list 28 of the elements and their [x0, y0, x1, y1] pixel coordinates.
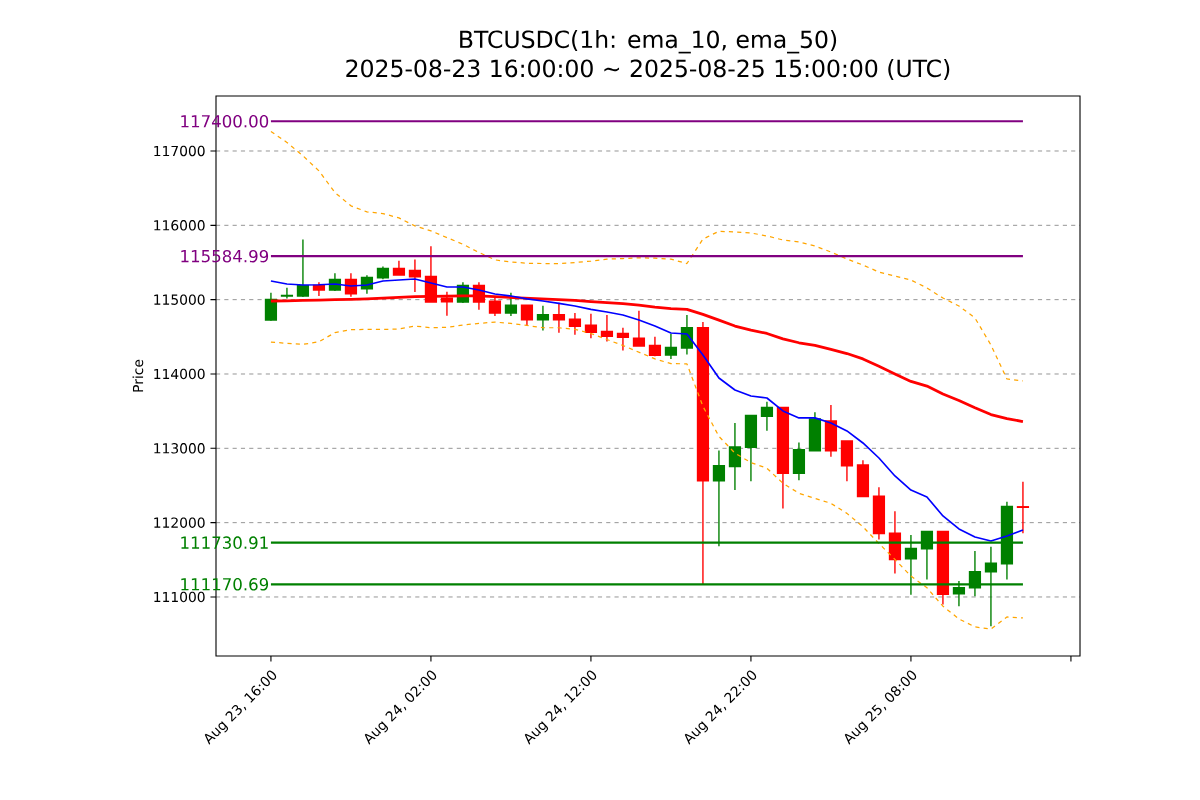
candlestick — [296, 238, 310, 298]
candlestick — [264, 291, 278, 322]
chart-subtitle: 2025-08-23 16:00:00 ~ 2025-08-25 15:00:00 (UTC) — [346, 59, 950, 81]
candlestick — [568, 312, 582, 336]
candlestick — [280, 287, 294, 300]
candlestick — [520, 304, 534, 327]
y-tick-label: 117000 — [154, 145, 205, 157]
candlestick — [792, 441, 806, 481]
candlestick — [552, 301, 566, 334]
candlestick — [1016, 481, 1030, 534]
candlestick — [584, 313, 598, 339]
y-tick-label: 114000 — [154, 368, 205, 380]
candlestick — [536, 304, 550, 332]
candlestick — [600, 314, 614, 343]
candlestick — [408, 258, 422, 293]
y-tick-label: 115000 — [154, 294, 205, 305]
candlestick — [504, 291, 518, 317]
candlestick — [616, 327, 630, 352]
y-tick-label: 112000 — [154, 517, 205, 528]
y-axis-title: Price — [132, 359, 144, 392]
candlestick — [632, 310, 646, 347]
candlestick — [760, 400, 774, 432]
candlestick — [728, 422, 742, 491]
chart-title: BTCUSDC(1h: ema_10, ema_50) — [460, 29, 837, 54]
y-tick-label: 116000 — [154, 220, 205, 231]
candlestick — [664, 333, 678, 360]
y-tick-label: 113000 — [154, 443, 205, 454]
y-tick-label: 111000 — [154, 591, 205, 603]
